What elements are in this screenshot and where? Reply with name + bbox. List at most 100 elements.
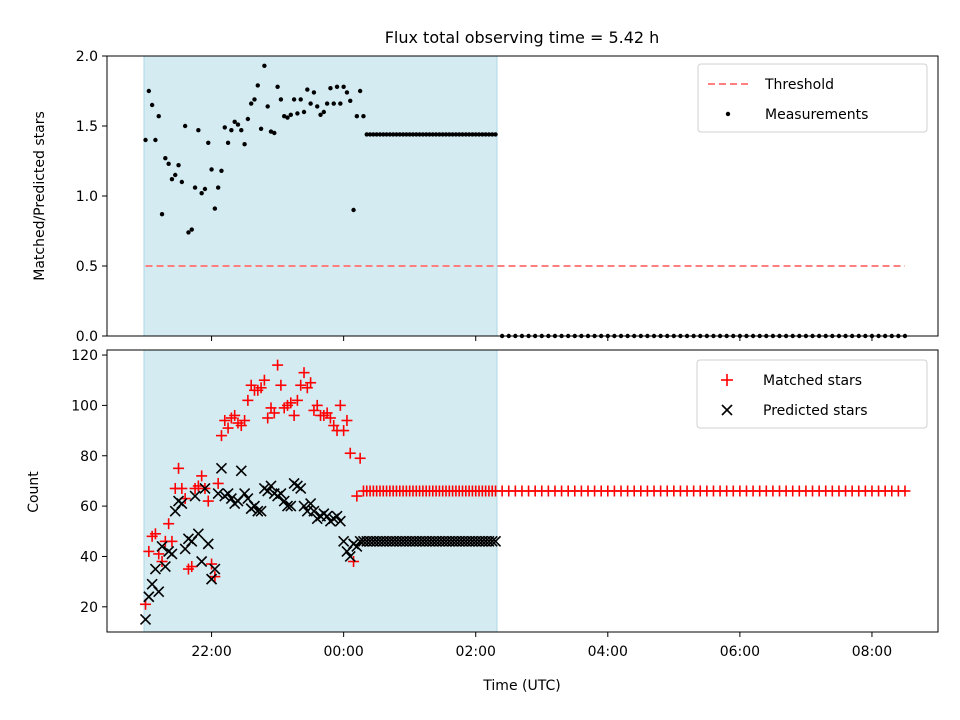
matched-star-point xyxy=(202,495,214,507)
measurement-point xyxy=(470,132,475,137)
measurement-point xyxy=(354,114,360,119)
measurement-point xyxy=(163,156,168,161)
matched-star-point xyxy=(258,374,270,386)
measurement-point xyxy=(344,90,350,95)
measurement-point xyxy=(381,132,386,137)
matched-star-point xyxy=(186,561,198,573)
predicted-star-point xyxy=(209,563,221,575)
matched-star-point xyxy=(176,482,188,494)
y-tick-label: 120 xyxy=(71,348,98,364)
measurement-point xyxy=(450,132,455,137)
predicted-star-point xyxy=(176,498,188,510)
measurement-point xyxy=(209,167,214,172)
measurements-legend-swatch xyxy=(725,111,731,117)
measurement-point xyxy=(384,132,389,137)
x-tick-label: 22:00 xyxy=(191,644,231,660)
matched-star-point xyxy=(275,379,287,391)
matched-star-point xyxy=(354,452,366,464)
measurement-point xyxy=(463,132,469,137)
matched-star-point xyxy=(351,490,363,502)
predicted-star-point xyxy=(275,487,287,500)
measurement-point xyxy=(390,132,396,137)
measurement-point xyxy=(414,132,419,137)
measurement-point xyxy=(166,161,171,166)
predicted-star-point xyxy=(321,510,333,522)
measurement-point xyxy=(374,132,379,137)
measurement-point xyxy=(423,132,429,137)
predicted-star-point xyxy=(149,563,161,575)
measurement-point xyxy=(268,129,274,134)
measurement-point xyxy=(338,101,343,106)
measurement-point xyxy=(394,132,399,137)
predicted-star-point xyxy=(212,487,224,500)
measurement-point xyxy=(466,132,472,137)
measurement-point xyxy=(476,132,482,137)
measurement-point xyxy=(189,227,194,232)
matched-legend-swatch xyxy=(721,374,733,386)
measurement-point xyxy=(225,140,231,145)
matched-star-point xyxy=(239,415,251,426)
measurement-point xyxy=(348,98,353,104)
predicted-star-point xyxy=(202,538,214,550)
measurement-point xyxy=(315,104,320,109)
matched-star-point xyxy=(156,556,168,567)
predicted-star-point xyxy=(351,540,363,552)
predicted-legend-label: Predicted stars xyxy=(763,403,868,419)
bottom-y-axis: 20 40 60 80 100 120 xyxy=(71,348,107,616)
predicted-star-point xyxy=(239,487,251,500)
measurement-point xyxy=(311,90,317,95)
matched-star-point xyxy=(298,367,310,379)
measurement-point xyxy=(364,132,369,137)
measurement-point xyxy=(206,140,211,145)
measurement-point xyxy=(407,132,412,137)
predicted-star-point xyxy=(225,492,237,505)
measurement-point xyxy=(245,116,251,122)
measurement-point xyxy=(291,97,297,102)
measurement-point xyxy=(222,125,227,130)
matched-star-point xyxy=(212,477,224,489)
measurement-point xyxy=(490,132,495,137)
measurement-point xyxy=(265,104,270,109)
y-tick-label: 100 xyxy=(71,398,98,414)
bottom-panel: 20 40 60 80 100 120 22:00 00:00 02:00 04:00 06:00… xyxy=(26,336,939,694)
bottom-legend-box xyxy=(696,359,928,429)
measurement-point xyxy=(420,132,426,137)
matched-star-point xyxy=(288,409,300,421)
predicted-star-point xyxy=(235,465,247,477)
predicted-star-point xyxy=(255,505,267,517)
y-tick-label: 80 xyxy=(80,449,98,465)
predicted-star-point xyxy=(199,482,211,495)
matched-star-point xyxy=(291,394,303,406)
matched-star-point xyxy=(268,407,280,419)
measurement-point xyxy=(239,128,244,133)
matched-star-point xyxy=(229,409,241,421)
measurement-point xyxy=(275,84,280,90)
measurement-point xyxy=(215,185,221,190)
matched-star-point xyxy=(285,397,297,409)
x-tick-label: 04:00 xyxy=(588,644,628,660)
matched-star-point xyxy=(219,415,231,426)
chart-title: Flux total observing time = 5.42 h xyxy=(385,28,660,47)
top-legend: Threshold Measurements xyxy=(697,63,928,133)
predicted-star-point xyxy=(334,515,346,527)
measurement-point xyxy=(285,115,290,120)
predicted-star-point xyxy=(344,550,356,563)
measurement-point xyxy=(473,132,478,137)
measurement-point xyxy=(288,112,294,118)
predicted-star-point xyxy=(486,535,498,547)
matched-star-point xyxy=(262,412,274,424)
measurement-point xyxy=(242,142,247,147)
y-tick-label: 2.0 xyxy=(76,49,98,65)
measurement-point xyxy=(397,132,402,137)
measurement-point xyxy=(493,132,498,137)
y-tick-label: 20 xyxy=(80,600,98,616)
measurement-point xyxy=(235,122,241,127)
measurement-point xyxy=(483,132,488,137)
measurement-point xyxy=(282,114,287,119)
measurement-point xyxy=(305,87,310,92)
measurement-point xyxy=(252,97,257,102)
predicted-legend-swatch xyxy=(721,404,733,416)
measurement-point xyxy=(357,88,363,94)
matched-legend-label: Matched stars xyxy=(763,373,862,389)
